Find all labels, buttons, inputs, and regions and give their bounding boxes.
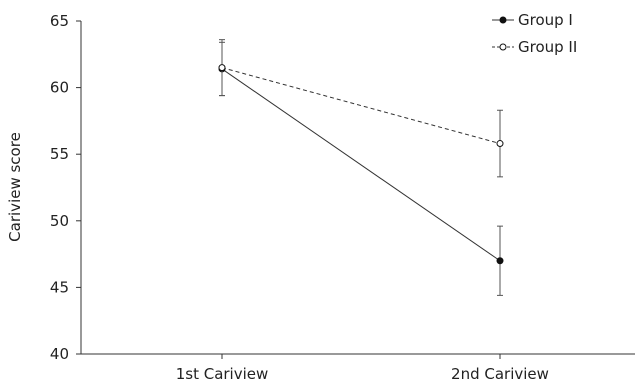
y-tick-label: 40 bbox=[50, 345, 69, 363]
y-tick-label: 60 bbox=[50, 79, 69, 97]
legend: Group I Group II bbox=[492, 11, 577, 56]
x-axis: 1st Cariview 2nd Cariview bbox=[81, 353, 635, 383]
series-line bbox=[221, 67, 501, 145]
series-2 bbox=[218, 39, 504, 178]
y-tick-label: 45 bbox=[50, 278, 69, 296]
y-axis: 40 45 50 55 60 65 bbox=[50, 12, 82, 363]
data-point bbox=[496, 140, 504, 148]
legend-marker bbox=[499, 16, 507, 24]
x-tick-label: 1st Cariview bbox=[176, 365, 269, 383]
y-tick-label: 65 bbox=[50, 12, 69, 30]
y-axis-label: Cariview score bbox=[6, 132, 24, 242]
legend-marker bbox=[499, 43, 507, 51]
legend-label: Group I bbox=[518, 11, 573, 29]
y-tick-label: 55 bbox=[50, 145, 69, 163]
series-layer bbox=[218, 39, 504, 296]
y-tick-label: 50 bbox=[50, 212, 69, 230]
y-ticks: 40 45 50 55 60 65 bbox=[50, 12, 81, 363]
x-ticks: 1st Cariview 2nd Cariview bbox=[176, 354, 549, 383]
series-1 bbox=[218, 41, 504, 296]
data-point bbox=[218, 64, 226, 72]
x-tick-label: 2nd Cariview bbox=[451, 365, 549, 383]
data-point bbox=[496, 257, 504, 265]
legend-item: Group I bbox=[492, 11, 573, 29]
legend-label: Group II bbox=[518, 38, 577, 56]
legend-item: Group II bbox=[492, 38, 577, 56]
series-line bbox=[221, 68, 501, 262]
